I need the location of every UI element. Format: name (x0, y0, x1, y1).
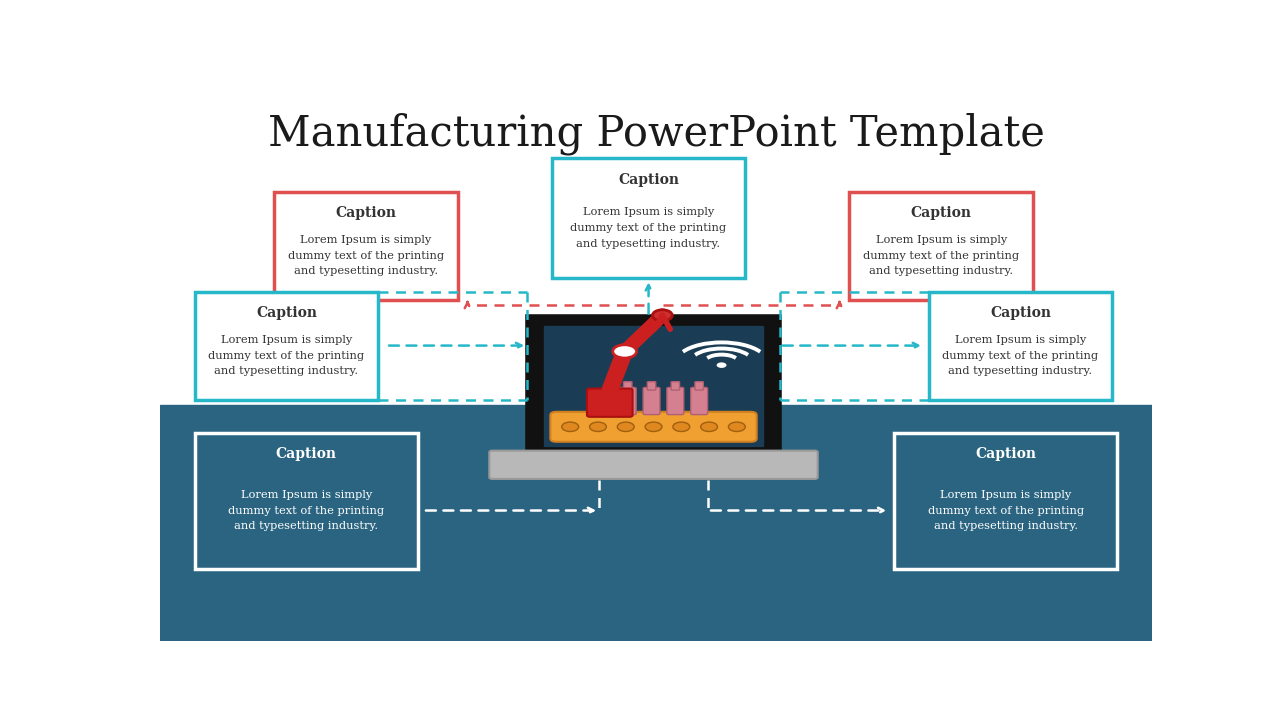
Text: Caption: Caption (975, 447, 1037, 461)
Bar (160, 405, 1152, 641)
FancyBboxPatch shape (195, 433, 417, 569)
Circle shape (700, 422, 718, 431)
Text: Caption: Caption (989, 305, 1051, 320)
Text: Caption: Caption (275, 447, 337, 461)
Circle shape (653, 310, 672, 321)
Text: Caption: Caption (618, 173, 680, 186)
FancyBboxPatch shape (489, 451, 818, 479)
Circle shape (728, 422, 745, 431)
Circle shape (617, 422, 634, 431)
FancyBboxPatch shape (850, 192, 1033, 300)
FancyBboxPatch shape (929, 292, 1112, 400)
Circle shape (590, 422, 607, 431)
FancyBboxPatch shape (671, 382, 680, 390)
FancyBboxPatch shape (620, 387, 636, 415)
Text: Caption: Caption (335, 206, 397, 220)
Text: Lorem Ipsum is simply
dummy text of the printing
and typesetting industry.: Lorem Ipsum is simply dummy text of the … (863, 235, 1019, 276)
FancyBboxPatch shape (643, 387, 660, 415)
Text: Lorem Ipsum is simply
dummy text of the printing
and typesetting industry.: Lorem Ipsum is simply dummy text of the … (571, 207, 727, 248)
FancyBboxPatch shape (529, 317, 780, 454)
Text: Caption: Caption (256, 305, 317, 320)
Circle shape (613, 345, 636, 358)
Circle shape (645, 422, 662, 431)
Text: Lorem Ipsum is simply
dummy text of the printing
and typesetting industry.: Lorem Ipsum is simply dummy text of the … (228, 490, 384, 531)
Text: Caption: Caption (910, 206, 972, 220)
Bar (160, 86, 1152, 408)
Bar (544, 326, 763, 446)
FancyBboxPatch shape (588, 389, 632, 417)
Circle shape (673, 422, 690, 431)
FancyBboxPatch shape (695, 382, 704, 390)
FancyBboxPatch shape (195, 292, 379, 400)
FancyBboxPatch shape (648, 382, 655, 390)
FancyBboxPatch shape (691, 387, 708, 415)
FancyBboxPatch shape (895, 433, 1117, 569)
FancyBboxPatch shape (667, 387, 684, 415)
Circle shape (562, 422, 579, 431)
Text: Lorem Ipsum is simply
dummy text of the printing
and typesetting industry.: Lorem Ipsum is simply dummy text of the … (209, 335, 365, 376)
Text: Lorem Ipsum is simply
dummy text of the printing
and typesetting industry.: Lorem Ipsum is simply dummy text of the … (942, 335, 1098, 376)
Text: Manufacturing PowerPoint Template: Manufacturing PowerPoint Template (268, 112, 1044, 155)
Circle shape (717, 362, 727, 368)
Text: Lorem Ipsum is simply
dummy text of the printing
and typesetting industry.: Lorem Ipsum is simply dummy text of the … (928, 490, 1084, 531)
Text: Lorem Ipsum is simply
dummy text of the printing
and typesetting industry.: Lorem Ipsum is simply dummy text of the … (288, 235, 444, 276)
FancyBboxPatch shape (552, 158, 745, 278)
FancyBboxPatch shape (274, 192, 458, 300)
FancyBboxPatch shape (550, 412, 756, 442)
FancyBboxPatch shape (623, 382, 632, 390)
